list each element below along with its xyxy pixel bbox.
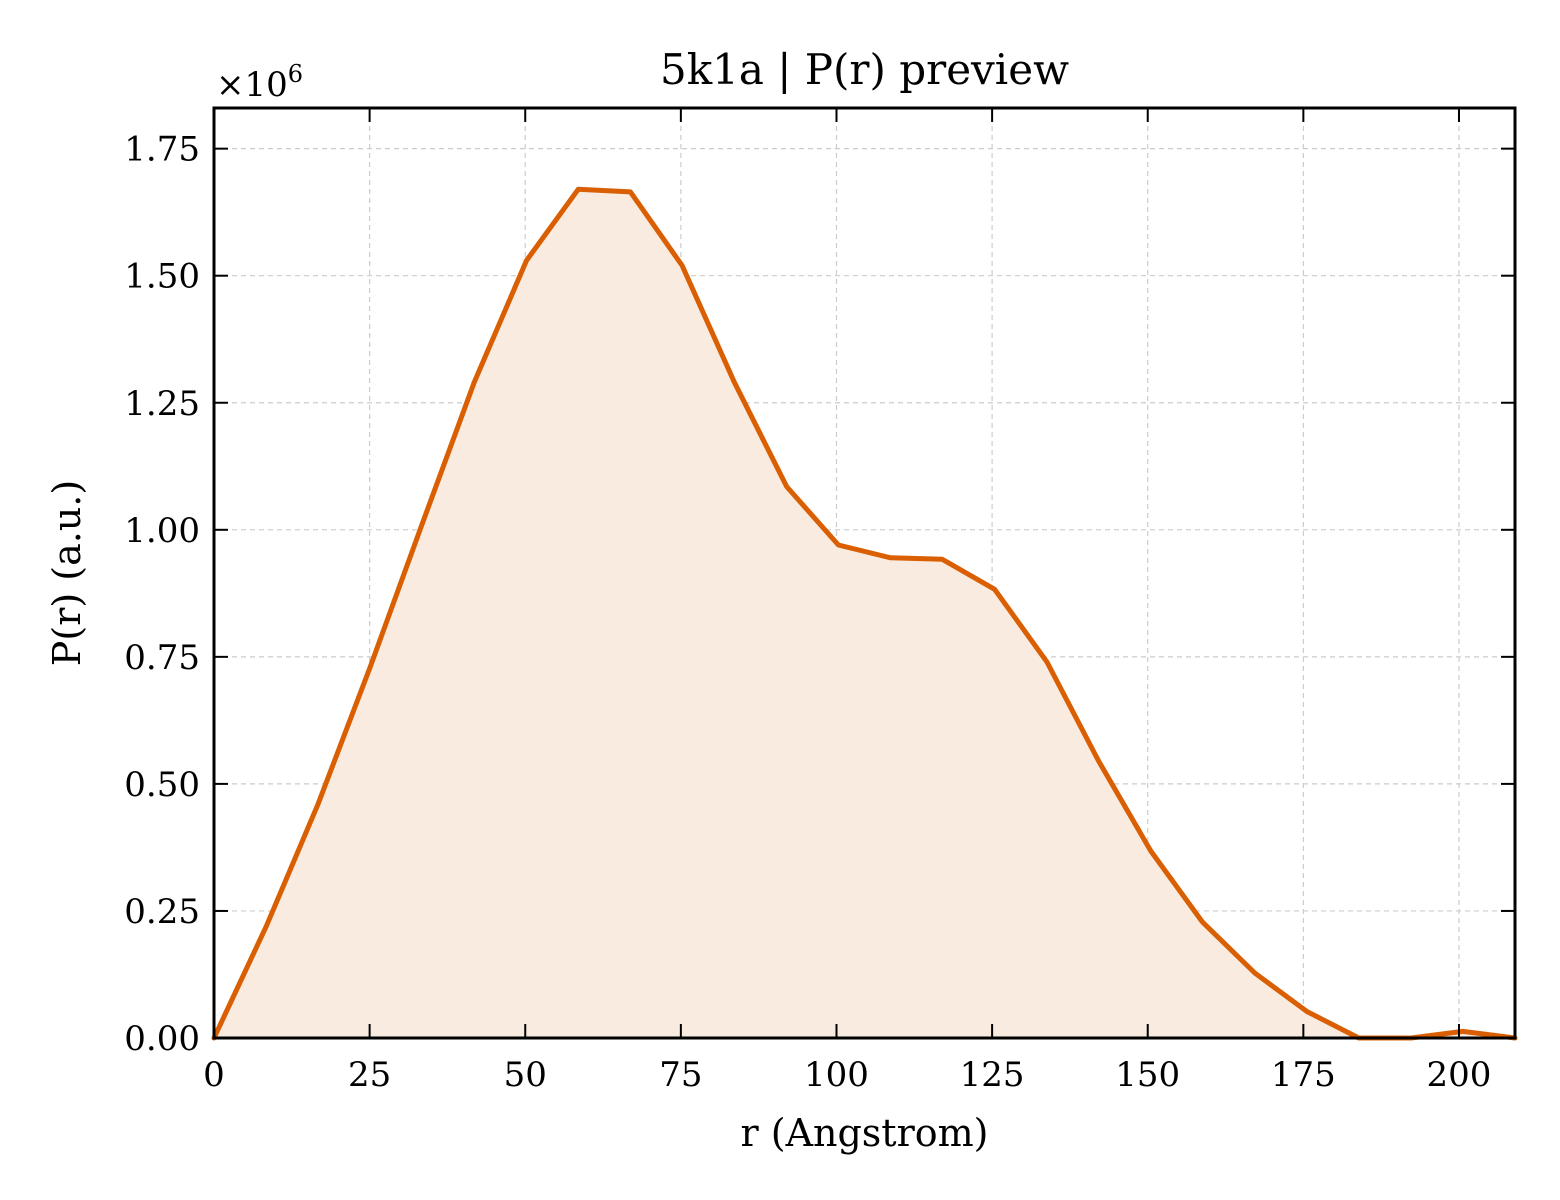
x-tick-label: 100: [804, 1055, 869, 1095]
x-tick-label: 0: [203, 1055, 225, 1095]
y-tick-label: 1.00: [124, 511, 200, 551]
x-tick-label: 25: [348, 1055, 391, 1095]
y-tick-label: 0.50: [124, 765, 200, 805]
y-tick-label: 0.00: [124, 1019, 200, 1059]
y-axis-label: P(r) (a.u.): [45, 480, 89, 666]
tick-marks: [213, 108, 1515, 1039]
y-multiplier-exponent: 6: [288, 60, 303, 88]
y-tick-label: 1.25: [124, 384, 200, 424]
y-multiplier-base: ×10: [216, 65, 288, 105]
x-tick-label: 50: [504, 1055, 547, 1095]
pr-series-line: [211, 186, 1518, 1041]
chart-title: 5k1a | P(r) preview: [660, 45, 1069, 94]
y-tick-label: 0.75: [124, 638, 200, 678]
x-tick-label: 75: [659, 1055, 702, 1095]
y-tick-label: 0.25: [124, 892, 200, 932]
y-axis-multiplier: ×106: [216, 60, 303, 105]
x-tick-label: 150: [1115, 1055, 1180, 1095]
x-axis-label: r (Angstrom): [741, 1111, 989, 1155]
tick-labels: 0 25 50 75 100 125 150 175 200 0.00 0.25 0.50 0.75 1.…: [124, 130, 1491, 1095]
x-tick-label: 125: [960, 1055, 1025, 1095]
y-tick-label: 1.50: [124, 257, 200, 297]
plot-frame: [212, 106, 1517, 1040]
pr-fill-area: [214, 189, 1515, 1039]
x-tick-label: 200: [1427, 1055, 1492, 1095]
y-tick-label: 1.75: [124, 130, 200, 170]
x-tick-label: 175: [1271, 1055, 1336, 1095]
